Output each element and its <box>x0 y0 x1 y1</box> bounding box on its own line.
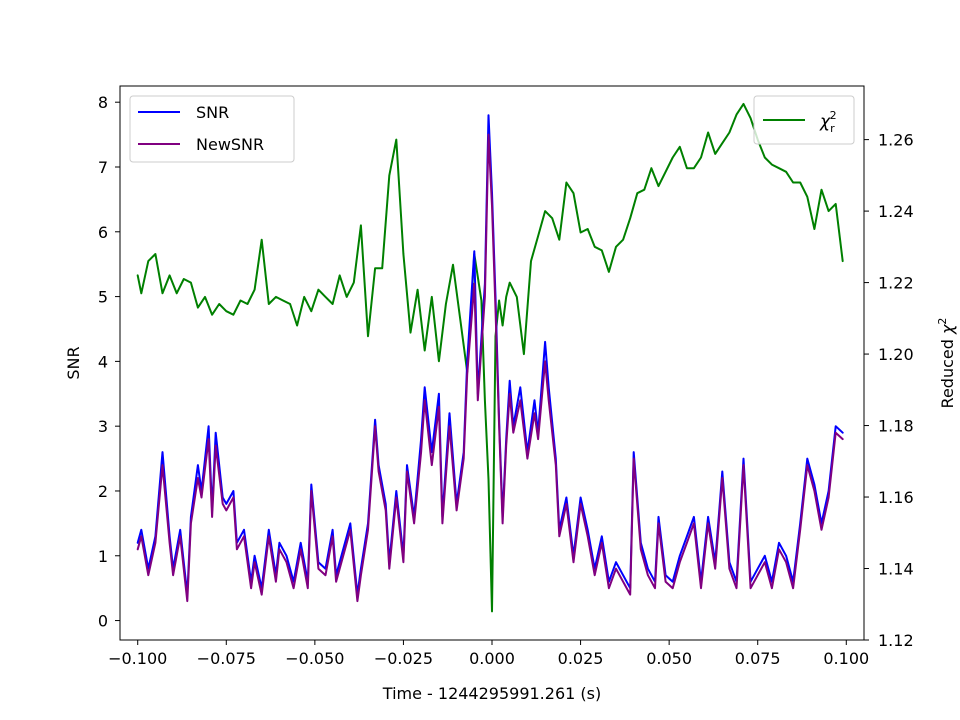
series-layer <box>136 102 844 613</box>
legend-chi-sup: 2 <box>830 109 837 122</box>
x-tick-label: 0.075 <box>735 649 781 668</box>
right-y-tick-label: 1.20 <box>878 345 914 364</box>
left-y-tick-label: 7 <box>98 158 108 177</box>
left-y-axis-ticks: 0 1 2 3 4 5 6 7 8 <box>98 93 120 631</box>
legend-chi-label: χr2 <box>819 109 837 135</box>
right-y-axis-ticks: 1.12 1.14 1.16 1.18 1.20 1.22 1.24 1.26 <box>864 131 914 650</box>
right-y-axis-label-sup: 2 <box>936 318 949 325</box>
right-y-axis-label: Reduced χ2 <box>936 318 957 409</box>
left-y-tick-label: 2 <box>98 482 108 501</box>
right-y-tick-label: 1.22 <box>878 274 914 293</box>
left-y-tick-label: 6 <box>98 223 108 242</box>
x-tick-label: −0.050 <box>285 649 344 668</box>
x-tick-label: −0.025 <box>374 649 433 668</box>
x-tick-label: −0.075 <box>197 649 256 668</box>
legend-newsnr-label: NewSNR <box>196 135 264 154</box>
chi-squared-series-line <box>136 102 844 613</box>
right-y-tick-label: 1.26 <box>878 131 914 150</box>
right-y-tick-label: 1.12 <box>878 631 914 650</box>
x-tick-label: 0.000 <box>469 649 515 668</box>
right-y-axis-label-prefix: Reduced <box>938 334 957 408</box>
left-y-tick-label: 5 <box>98 288 108 307</box>
legend-chi-base: χ <box>819 112 831 132</box>
x-tick-label: −0.100 <box>108 649 167 668</box>
left-y-axis-label: SNR <box>64 346 83 379</box>
right-y-tick-label: 1.24 <box>878 202 914 221</box>
right-y-tick-label: 1.18 <box>878 417 914 436</box>
left-y-tick-label: 3 <box>98 417 108 436</box>
left-y-tick-label: 0 <box>98 612 108 631</box>
left-y-tick-label: 8 <box>98 93 108 112</box>
x-tick-label: 0.050 <box>646 649 692 668</box>
legend-chi-sub: r <box>830 122 835 135</box>
legend-snr-label: SNR <box>196 103 229 122</box>
x-tick-label: 0.025 <box>558 649 604 668</box>
newsnr-series-line <box>136 133 844 603</box>
right-y-tick-label: 1.14 <box>878 560 914 579</box>
right-y-axis-label-chi: χ <box>938 324 957 335</box>
x-axis-label: Time - 1244295991.261 (s) <box>382 684 601 703</box>
right-y-tick-label: 1.16 <box>878 488 914 507</box>
left-y-tick-label: 4 <box>98 352 108 371</box>
x-axis-ticks: −0.100 −0.075 −0.050 −0.025 0.000 0.025 0.050 0… <box>108 640 869 668</box>
left-y-tick-label: 1 <box>98 547 108 566</box>
legend-right: χr2 <box>753 95 855 145</box>
legend-left: SNR NewSNR <box>129 95 295 163</box>
x-tick-label: 0.100 <box>823 649 869 668</box>
